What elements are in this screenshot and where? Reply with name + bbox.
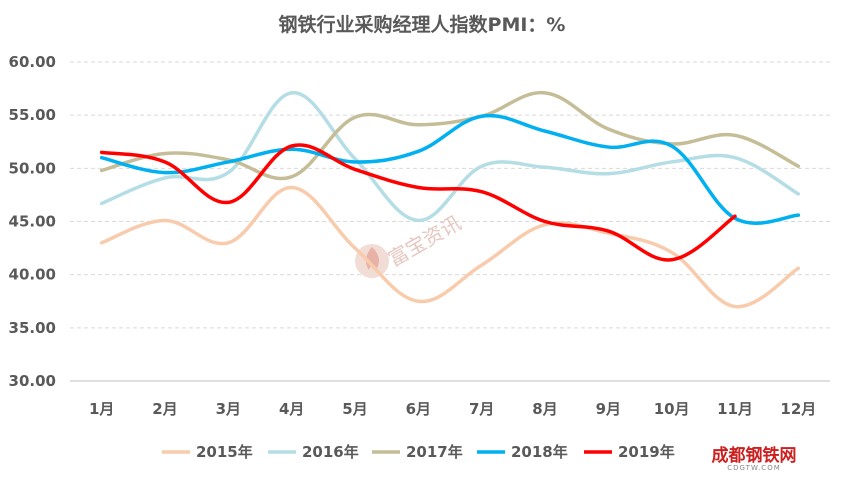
y-tick-label: 30.00	[9, 372, 56, 390]
x-tick-label: 5月	[342, 400, 367, 418]
legend-label: 2018年	[511, 443, 568, 461]
y-tick-label: 45.00	[9, 213, 56, 231]
y-tick-label: 40.00	[9, 266, 56, 284]
x-tick-label: 2月	[152, 400, 177, 418]
series-line-2017年	[99, 91, 801, 181]
y-tick-label: 35.00	[9, 319, 56, 337]
series-lines	[99, 91, 801, 309]
x-tick-label: 8月	[532, 400, 557, 418]
legend-label: 2017年	[406, 443, 463, 461]
x-tick-label: 1月	[89, 400, 114, 418]
series-line-2016年	[99, 91, 801, 223]
logo-text: 成都钢铁网	[712, 445, 797, 466]
legend: 2015年 2016年 2017年 2018年 2019年	[162, 443, 675, 461]
x-tick-label: 7月	[469, 400, 494, 418]
series-line-2015年	[99, 185, 801, 309]
x-tick-label: 4月	[279, 400, 304, 418]
x-tick-label: 9月	[596, 400, 621, 418]
site-logo: 成都钢铁网 CDGTW.COM	[694, 441, 814, 472]
y-tick-label: 55.00	[9, 106, 56, 124]
y-axis-ticks: 30.00 35.00 40.00 45.00 50.00 55.00 60.00	[9, 53, 56, 390]
legend-label: 2019年	[618, 443, 675, 461]
chart-title: 钢铁行业采购经理人指数PMI：%	[279, 13, 566, 36]
x-tick-label: 11月	[717, 400, 753, 418]
series-line-2019年	[99, 143, 737, 262]
x-axis-ticks: 1月 2月 3月 4月 5月 6月 7月 8月 9月 10月 11月 12月	[89, 400, 816, 418]
x-tick-label: 10月	[654, 400, 690, 418]
legend-label: 2016年	[302, 443, 359, 461]
series-line-2018年	[99, 113, 801, 225]
y-tick-label: 50.00	[9, 159, 56, 177]
watermark: 富宝资讯	[355, 211, 465, 278]
legend-label: 2015年	[196, 443, 253, 461]
x-tick-label: 6月	[406, 400, 431, 418]
fire-logo-icon	[355, 244, 389, 278]
y-tick-label: 60.00	[9, 53, 56, 71]
x-tick-label: 12月	[780, 400, 816, 418]
x-tick-label: 3月	[216, 400, 241, 418]
logo-sub-text: CDGTW.COM	[727, 464, 781, 472]
